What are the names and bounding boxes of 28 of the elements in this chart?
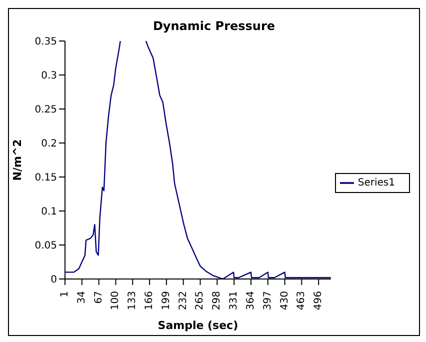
x-tick-label: 364	[245, 291, 256, 310]
x-tick-label: 430	[279, 291, 290, 310]
x-tick-label: 463	[296, 291, 308, 310]
y-tick-label: 0.2	[41, 138, 57, 150]
x-tick-label: 397	[262, 291, 274, 310]
x-tick-label: 496	[313, 291, 324, 310]
x-tick-label: 34	[76, 291, 88, 304]
x-tick-label: 199	[160, 291, 172, 310]
x-axis-title: Sample (sec)	[158, 319, 238, 332]
x-tick-label: 133	[127, 291, 138, 310]
y-tick-label: 0.25	[34, 104, 57, 116]
x-tick-label: 232	[178, 291, 189, 310]
x-tick-label: 1	[60, 291, 70, 298]
x-tick-label: 265	[194, 291, 206, 310]
x-tick-label: 298	[212, 291, 223, 310]
x-tick-label: 100	[110, 291, 122, 310]
chart-title: Dynamic Pressure	[152, 19, 276, 33]
x-tick-label: 331	[228, 291, 240, 310]
x-tick-label: 67	[93, 291, 104, 304]
legend-label: Series1	[358, 178, 395, 189]
y-axis-title: N/m^2	[10, 139, 24, 181]
y-tick-label: 0.1	[41, 206, 57, 218]
y-tick-label: 0.3	[41, 70, 57, 82]
y-tick-label: 0.15	[34, 172, 57, 184]
y-tick-label: 0.05	[34, 240, 57, 252]
x-tick-label: 166	[144, 291, 156, 310]
y-tick-label: 0.35	[34, 36, 57, 48]
y-tick-label: 0	[50, 274, 57, 286]
